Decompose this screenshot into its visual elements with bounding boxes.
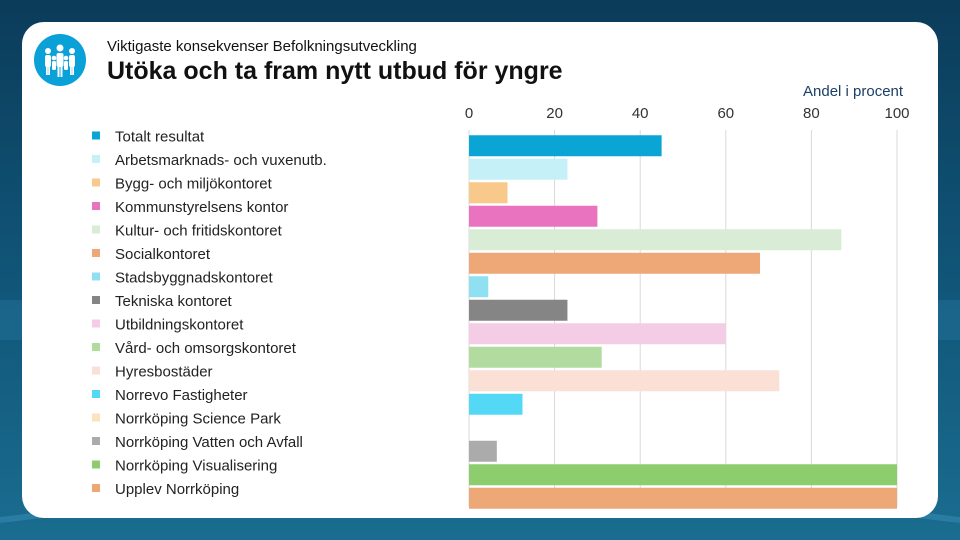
x-tick-label: 60 <box>717 105 734 122</box>
legend-label: Norrköping Science Park <box>115 411 281 428</box>
x-tick-label: 80 <box>803 105 820 122</box>
legend-swatch <box>92 272 100 281</box>
legend-label: Arbetsmarknads- och vuxenutb. <box>115 152 327 169</box>
bar-chart: 0 20 40 60 80 100 Totalt resultat Arbetsmarknad… <box>92 105 910 509</box>
legend-label: Tekniska kontoret <box>115 293 233 310</box>
legend-label: Kultur- och fritidskontoret <box>115 223 283 240</box>
bar <box>469 464 897 486</box>
legend-swatch <box>92 225 100 234</box>
chart-title: Utöka och ta fram nytt utbud för yngre <box>107 57 563 85</box>
bar <box>469 393 523 415</box>
x-tick-label: 0 <box>465 105 473 122</box>
legend-swatch <box>92 343 100 351</box>
legend-swatch <box>92 460 100 469</box>
legend-label: Vård- och omsorgskontoret <box>115 340 297 357</box>
x-tick-label: 100 <box>884 105 909 122</box>
legend-label: Upplev Norrköping <box>115 481 239 498</box>
x-axis-title: Andel i procent <box>803 83 904 100</box>
legend-label: Norrevo Fastigheter <box>115 387 248 404</box>
bar <box>469 182 508 204</box>
x-tick-label: 20 <box>546 105 563 122</box>
bar <box>469 205 598 227</box>
legend-swatch <box>92 131 100 140</box>
legend-label: Utbildningskontoret <box>115 317 244 334</box>
legend-swatch <box>92 319 100 328</box>
legend-swatch <box>92 296 100 304</box>
legend-label: Totalt resultat <box>115 129 205 146</box>
legend-label: Bygg- och miljökontoret <box>115 176 273 193</box>
legend-swatch <box>92 155 100 163</box>
bar <box>469 252 761 274</box>
legend-swatch <box>92 390 100 398</box>
slide-subtitle: Viktigaste konsekvenser Befolkningsutvec… <box>107 38 417 55</box>
bar <box>469 299 568 321</box>
legend-swatch <box>92 178 100 187</box>
legend-label: Hyresbostäder <box>115 364 213 381</box>
legend-label: Norrköping Vatten och Avfall <box>115 434 303 451</box>
bar <box>469 158 568 180</box>
bar <box>469 440 497 462</box>
bar <box>469 276 489 298</box>
bar <box>469 487 897 509</box>
bar <box>469 323 726 345</box>
x-tick-label: 40 <box>632 105 649 122</box>
bar <box>469 370 780 392</box>
people-group-icon <box>34 34 86 86</box>
legend-swatch <box>92 249 100 257</box>
chart-card: Viktigaste konsekvenser Befolkningsutvec… <box>22 22 938 518</box>
legend-label: Kommunstyrelsens kontor <box>115 199 288 216</box>
legend-label: Socialkontoret <box>115 246 211 263</box>
bar <box>469 135 662 157</box>
bar <box>469 346 602 368</box>
legend-swatch <box>92 366 100 375</box>
legend-label: Norrköping Visualisering <box>115 458 277 475</box>
legend-swatch <box>92 413 100 422</box>
legend-label: Stadsbyggnadskontoret <box>115 270 273 287</box>
legend-swatch <box>92 202 100 210</box>
legend-swatch <box>92 484 100 492</box>
legend-swatch <box>92 437 100 445</box>
bar <box>469 229 842 251</box>
